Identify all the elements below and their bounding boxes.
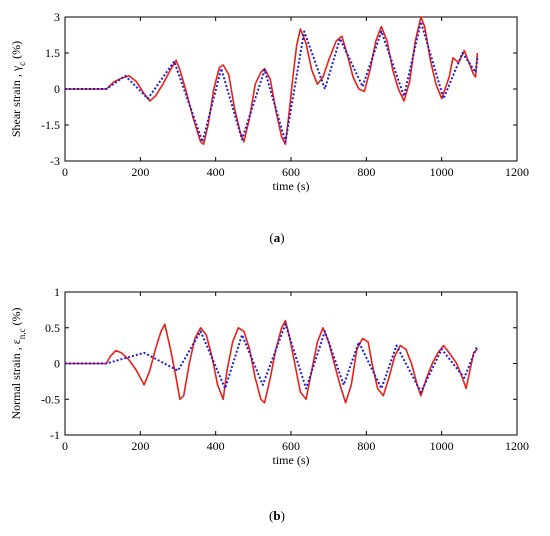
- x-tick-label: 1000: [430, 439, 454, 453]
- plot-area: [64, 291, 518, 436]
- x-tick-label: 0: [62, 439, 68, 453]
- y-tick-label: -1.5: [41, 118, 60, 132]
- data-line: [65, 323, 479, 394]
- y-tick-label: 1: [54, 285, 60, 299]
- caption: (a): [269, 230, 284, 245]
- x-tick-label: 800: [357, 439, 375, 453]
- x-tick-label: 600: [282, 439, 300, 453]
- data-line: [65, 16, 479, 145]
- x-tick-label: 1200: [505, 165, 529, 179]
- y-tick-label: -3: [50, 154, 60, 168]
- x-tick-label: 200: [131, 165, 149, 179]
- y-axis-label-part: Normal strain , ε: [9, 339, 23, 419]
- y-axis-label: Shear strain , γc (%): [9, 41, 27, 137]
- y-tick-label: 3: [54, 10, 60, 24]
- y-tick-label: 0: [54, 82, 60, 96]
- x-tick-label: 200: [131, 439, 149, 453]
- x-tick-label: 1000: [430, 165, 454, 179]
- y-axis-label: Normal strain , εn,c (%): [9, 307, 27, 419]
- x-tick-label: 1200: [505, 439, 529, 453]
- data-line: [65, 20, 479, 143]
- y-axis-label-part: c: [17, 62, 27, 66]
- caption-part: (: [269, 508, 273, 523]
- y-tick-label: -0.5: [41, 392, 60, 406]
- caption-part: ): [281, 508, 285, 523]
- x-axis-label: time (s): [273, 179, 310, 193]
- y-tick-label: 0.5: [45, 321, 60, 335]
- y-tick-label: -1: [50, 428, 60, 442]
- x-tick-label: 800: [357, 165, 375, 179]
- y-axis-label-part: Shear strain , γ: [9, 65, 23, 137]
- caption-part: a: [274, 230, 281, 245]
- caption-part: (: [269, 230, 273, 245]
- x-tick-label: 400: [207, 439, 225, 453]
- caption: (b): [269, 508, 285, 523]
- x-tick-label: 0: [62, 165, 68, 179]
- caption-part: ): [280, 230, 284, 245]
- x-tick-label: 600: [282, 165, 300, 179]
- y-axis-label-part: n,c: [17, 328, 27, 339]
- x-tick-label: 400: [207, 165, 225, 179]
- y-tick-label: 0: [54, 357, 60, 371]
- y-tick-label: 1.5: [45, 46, 60, 60]
- y-axis-label-part: (%): [9, 307, 23, 328]
- x-axis-label: time (s): [273, 453, 310, 467]
- y-axis-label-part: (%): [9, 41, 23, 62]
- caption-part: b: [273, 508, 280, 523]
